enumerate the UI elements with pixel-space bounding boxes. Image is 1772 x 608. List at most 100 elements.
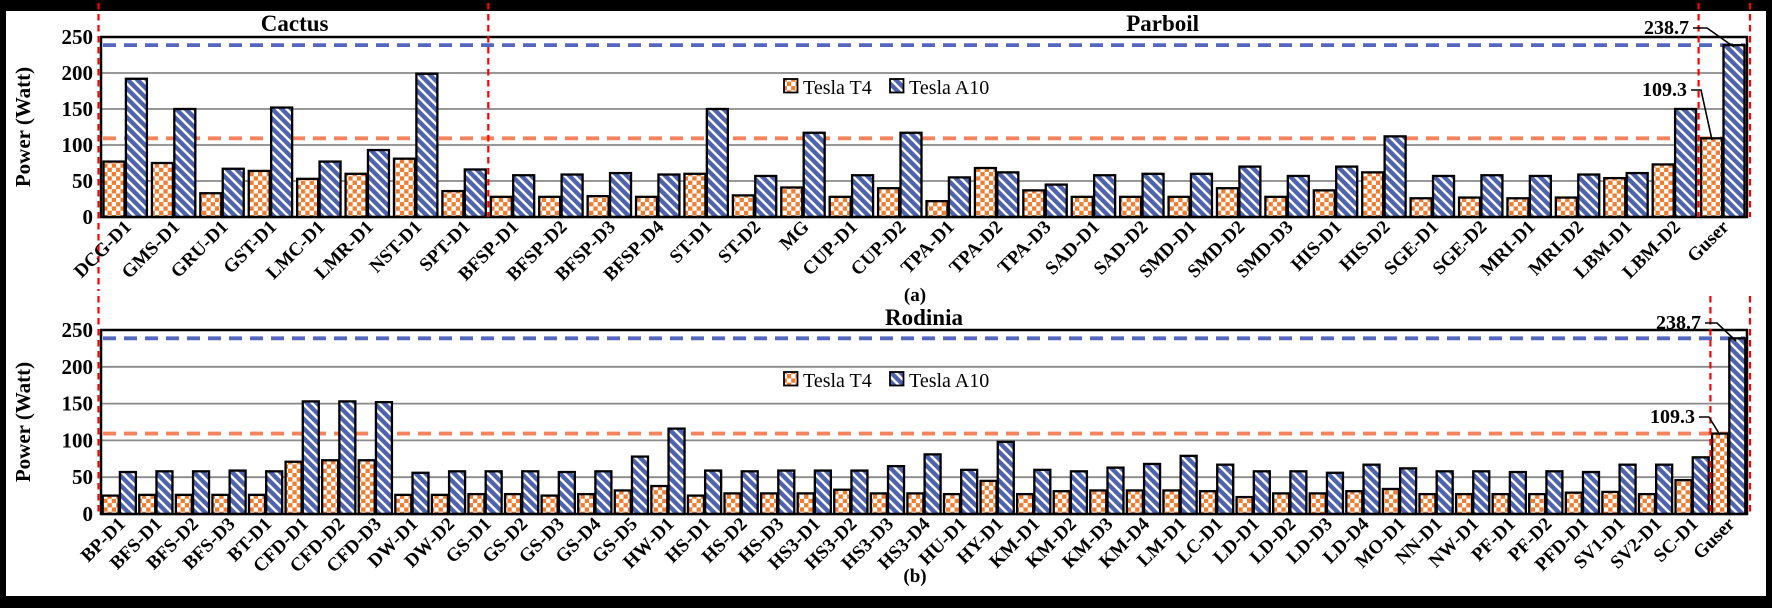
bar-tesla-t4-HS3-D2 [833, 488, 852, 516]
bar-tesla-a10-LMR-D1 [366, 148, 391, 219]
bar-tesla-a10-GMS-D1 [173, 107, 197, 219]
bar-tesla-a10-SMD-D1 [1189, 172, 1214, 219]
bar-tesla-a10-HIS-D2 [1383, 135, 1407, 219]
bar-tesla-a10-HW-D1 [667, 427, 686, 516]
bar-tesla-t4-LD-D2 [1272, 492, 1291, 516]
bar-tesla-t4-LMR-D1 [344, 172, 368, 219]
bar-tesla-t4-NN-D1 [1418, 492, 1437, 516]
bar-tesla-a10-TPA-D3 [1044, 183, 1068, 219]
bar-tesla-a10-KM-D1 [1033, 468, 1052, 516]
bar-tesla-a10-SMD-D3 [1286, 174, 1310, 219]
bar-tesla-t4-BP-D1 [101, 494, 120, 516]
bar-tesla-a10-SAD-D2 [1141, 172, 1165, 219]
y-tick-label: 50 [72, 465, 93, 489]
legend-label: Tesla T4 [803, 77, 872, 99]
bar-tesla-a10-GS-D2 [521, 470, 540, 516]
subplot-label: (a) [904, 285, 926, 306]
legend-label: Tesla A10 [909, 77, 989, 99]
bar-tesla-a10-HS-D3 [777, 469, 796, 516]
annotation-value: 109.3 [1650, 406, 1695, 428]
bar-tesla-t4-GRU-D1 [199, 192, 223, 219]
y-tick-label: 150 [62, 392, 94, 416]
bar-tesla-t4-CUP-D2 [876, 187, 901, 219]
y-axis-title: Power (Watt) [11, 362, 35, 482]
bar-tesla-t4-MO-D1 [1381, 487, 1401, 516]
bar-tesla-t4-HS3-D1 [796, 492, 815, 516]
y-tick-label: 250 [62, 25, 94, 49]
bar-tesla-a10-LM-D1 [1179, 454, 1198, 516]
bar-tesla-t4-BFSP-D4 [634, 195, 659, 219]
bar-tesla-t4-MRI-D1 [1506, 197, 1530, 219]
y-tick-label: 200 [62, 61, 94, 85]
bar-tesla-t4-SV2-D1 [1637, 492, 1657, 516]
bar-tesla-t4-HU-D1 [942, 492, 962, 516]
bar-tesla-a10-GS-D3 [557, 470, 576, 516]
bar-tesla-a10-ST-D1 [705, 107, 729, 219]
bar-tesla-a10-SMD-D2 [1238, 165, 1262, 219]
bar-tesla-a10-GS-D1 [484, 470, 503, 516]
bar-tesla-a10-HS3-D3 [886, 465, 906, 516]
bar-tesla-a10-CFD-D1 [301, 400, 320, 516]
bar-tesla-a10-SV2-D1 [1655, 463, 1674, 516]
bar-tesla-t4-SMD-D2 [1215, 187, 1240, 219]
y-tick-label: 200 [62, 355, 94, 379]
bar-tesla-a10-SV1-D1 [1618, 463, 1637, 516]
bar-tesla-a10-GS-D4 [594, 470, 613, 516]
bar-tesla-a10-LBM-D1 [1625, 171, 1649, 219]
bar-tesla-a10-HS3-D1 [813, 469, 833, 516]
bar-tesla-a10-PF-D1 [1508, 470, 1527, 516]
bar-tesla-a10-LMC-D1 [318, 160, 342, 219]
bar-tesla-t4-MG [780, 186, 804, 219]
bar-tesla-a10-CFD-D3 [374, 400, 394, 516]
bar-tesla-t4-NST-D1 [392, 157, 417, 219]
bar-tesla-t4-BFSP-D1 [489, 195, 513, 219]
bar-tesla-t4-HIS-D1 [1312, 189, 1336, 219]
annotation-value: 238.7 [1656, 312, 1701, 334]
bar-tesla-t4-BFSP-D2 [538, 195, 562, 219]
bar-tesla-a10-BT-D1 [265, 470, 284, 516]
legend-label: Tesla A10 [909, 370, 989, 392]
bar-tesla-a10-BFSP-D4 [657, 173, 681, 219]
bar-tesla-t4-HS3-D3 [869, 492, 888, 516]
bar-tesla-t4-LBM-D2 [1651, 163, 1675, 219]
section-title: Cactus [261, 11, 329, 36]
bar-tesla-a10-SC-D1 [1691, 456, 1710, 516]
bar-tesla-a10-NW-D1 [1472, 470, 1491, 516]
bar-tesla-a10-GS-D5 [630, 455, 650, 516]
bar-tesla-t4-BFS-D3 [211, 493, 230, 516]
bar-tesla-a10-HIS-D1 [1335, 165, 1359, 219]
bar-tesla-t4-CFD-D1 [284, 460, 303, 516]
bar-tesla-t4-SC-D1 [1674, 478, 1693, 516]
bar-tesla-a10-HS3-D2 [850, 469, 869, 516]
section-title: Rodinia [885, 305, 963, 330]
y-axis-title: Power (Watt) [11, 67, 35, 187]
bar-tesla-a10-HS-D2 [740, 470, 759, 516]
bar-tesla-a10-PF-D2 [1545, 470, 1564, 516]
bar-tesla-a10-MG [802, 131, 826, 219]
y-tick-label: 250 [62, 318, 94, 342]
bar-tesla-t4-LC-D1 [1198, 490, 1218, 516]
annotation-connector [1705, 322, 1737, 342]
bar-tesla-t4-SAD-D1 [1070, 195, 1094, 219]
bar-tesla-t4-LD-D3 [1308, 492, 1327, 516]
bar-tesla-a10-SGE-D1 [1431, 174, 1456, 219]
bar-tesla-t4-Guser [1710, 432, 1730, 516]
bar-tesla-a10-NN-D1 [1435, 470, 1454, 516]
bar-tesla-a10-Guser [1728, 337, 1747, 516]
bar-tesla-t4-SMD-D3 [1264, 195, 1288, 219]
bar-tesla-a10-TPA-D2 [996, 171, 1020, 219]
bar-tesla-t4-KM-D2 [1052, 490, 1071, 516]
subplot-label: (b) [903, 566, 926, 587]
bar-tesla-t4-SAD-D2 [1119, 195, 1143, 219]
bar-tesla-a10-BFS-D3 [228, 469, 247, 516]
bar-tesla-t4-GMS-D1 [150, 161, 175, 219]
bar-tesla-t4-GS-D1 [467, 492, 486, 516]
bar-tesla-t4-LBM-D1 [1603, 176, 1627, 219]
bar-tesla-t4-GS-D2 [503, 492, 523, 516]
bar-tesla-a10-KM-D3 [1106, 466, 1125, 516]
bar-tesla-a10-DW-D1 [411, 471, 430, 516]
bar-tesla-t4-TPA-D2 [973, 166, 998, 219]
bar-tesla-a10-ST-D2 [754, 174, 778, 219]
bar-tesla-a10-HY-D1 [996, 440, 1015, 516]
